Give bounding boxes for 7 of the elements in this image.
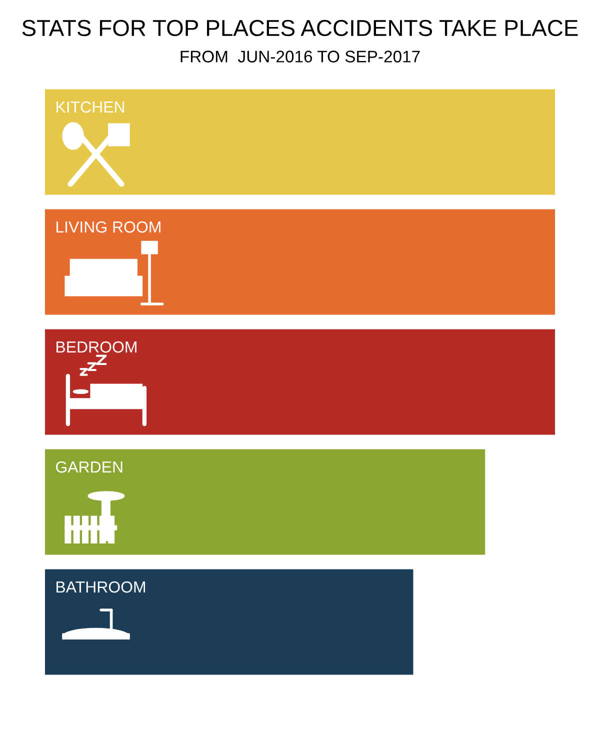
chart-subtitle: FROM JUN-2016 TO SEP-2017: [180, 50, 420, 62]
y-tick-label: LIVING ROOM: [56, 221, 160, 233]
y-tick-label: KITCHEN: [56, 101, 124, 113]
chart-title: STATS FOR TOP PLACES ACCIDENTS TAKE PLACE: [22, 20, 578, 36]
y-tick-label: BEDROOM: [56, 341, 136, 353]
y-tick-label: BATHROOM: [56, 581, 145, 593]
y-tick-label: GARDEN: [56, 461, 122, 473]
